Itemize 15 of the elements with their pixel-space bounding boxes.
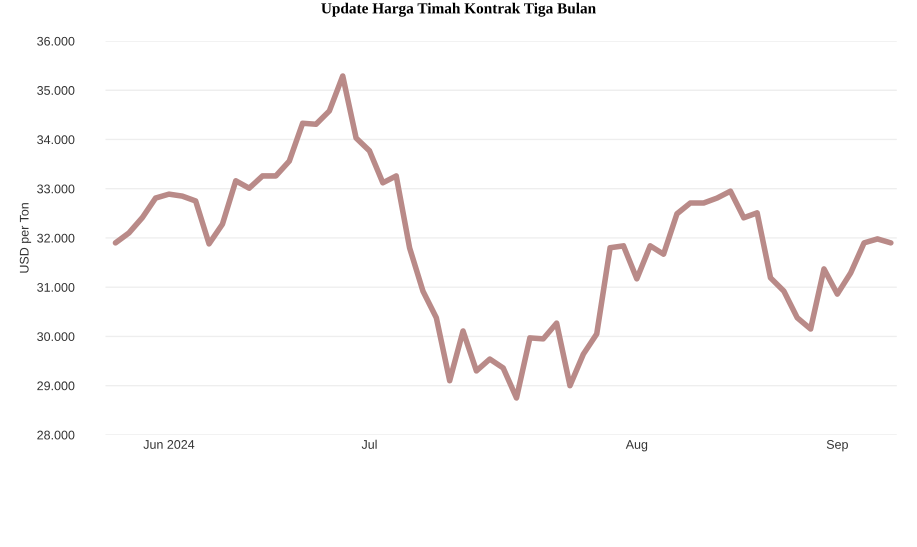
y-tick-label: 34.000: [37, 135, 74, 144]
y-tick-label: 28.000: [37, 430, 74, 440]
y-axis-title: USD per Ton: [20, 203, 32, 273]
x-tick-label: Jul: [362, 440, 377, 449]
y-tick-label: 32.000: [37, 234, 74, 243]
y-tick-label: 31.000: [37, 282, 74, 292]
chart-title: Update Harga Timah Kontrak Tiga Bulan: [321, 2, 596, 17]
x-tick-label: Aug: [626, 440, 648, 452]
y-tick-label: 35.000: [37, 86, 74, 95]
y-tick-label: 29.000: [37, 381, 74, 390]
y-tick-label: 33.000: [37, 184, 74, 194]
x-tick-label: Jun 2024: [143, 440, 194, 449]
y-tick-label: 36.000: [37, 36, 74, 46]
y-tick-label: 30.000: [37, 332, 74, 342]
x-tick-label: Sep: [826, 440, 848, 452]
